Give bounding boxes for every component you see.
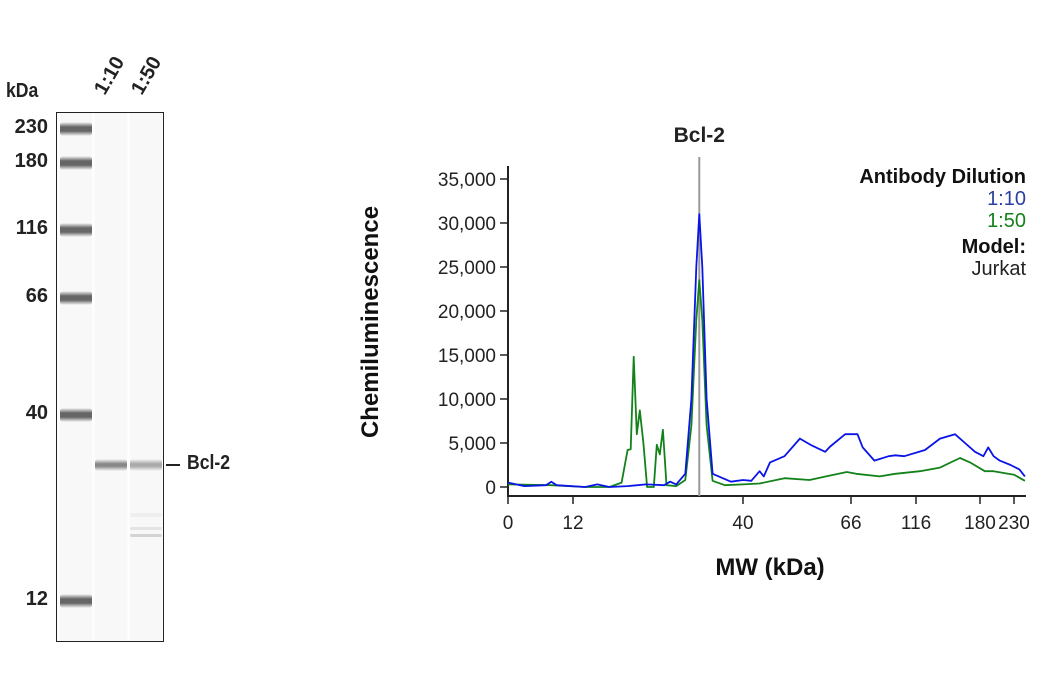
ladder-label-230: 230 xyxy=(14,116,48,138)
x-tick-label: 116 xyxy=(901,513,931,534)
bcl2-pointer-line xyxy=(166,464,180,466)
y-tick-label: 10,000 xyxy=(438,390,496,411)
bcl2-blot-label: Bcl-2 xyxy=(187,452,231,474)
y-tick-label: 15,000 xyxy=(438,346,496,367)
x-tick-label: 12 xyxy=(562,513,583,534)
ladder-band-66 xyxy=(60,291,92,305)
model-label: Model: xyxy=(961,236,1026,258)
ladder-band-12 xyxy=(60,594,92,608)
ladder-label-66: 66 xyxy=(25,285,48,307)
y-tick-label: 0 xyxy=(485,478,496,499)
y-tick-label: 20,000 xyxy=(438,302,496,323)
ladder-lane xyxy=(60,113,92,641)
y-tick-label: 35,000 xyxy=(438,170,496,191)
ladder-label-116: 116 xyxy=(15,217,48,239)
legend-title: Antibody Dilution xyxy=(859,166,1026,188)
series-line-1-10 xyxy=(507,213,1026,488)
ladder-band-230 xyxy=(60,122,92,136)
ladder-label-180: 180 xyxy=(14,150,48,172)
legend-entry-1-50: 1:50 xyxy=(987,210,1026,232)
lane-1-50 xyxy=(130,113,162,641)
y-tick-label: 5,000 xyxy=(448,434,496,455)
ladder-label-12: 12 xyxy=(25,588,48,610)
ladder-band-40 xyxy=(60,408,92,422)
ladder-band-116 xyxy=(60,223,92,237)
y-tick-label: 30,000 xyxy=(438,214,496,235)
y-tick-label: 25,000 xyxy=(438,258,496,279)
ladder-band-180 xyxy=(60,156,92,170)
ladder-label-40: 40 xyxy=(25,402,48,424)
y-axis-label: Chemiluminescence xyxy=(357,206,384,438)
capillary-blot xyxy=(56,112,164,642)
x-axis-label: MW (kDa) xyxy=(715,554,824,581)
legend-entry-1-10: 1:10 xyxy=(987,188,1026,210)
chart-title: Bcl-2 xyxy=(674,124,725,147)
faint-band xyxy=(130,513,162,517)
bcl2-band-1-10 xyxy=(95,459,127,471)
blot-unit-label: kDa xyxy=(6,80,39,102)
lane-1-10 xyxy=(95,113,127,641)
x-tick-label: 66 xyxy=(840,513,861,534)
bcl2-band-1-50 xyxy=(130,459,162,471)
x-tick-label: 230 xyxy=(998,513,1030,534)
faint-band xyxy=(130,534,162,537)
x-tick-label: 0 xyxy=(503,513,514,534)
x-tick-label: 180 xyxy=(964,513,996,534)
model-value: Jurkat xyxy=(971,258,1026,280)
series-line-1-50 xyxy=(507,279,1026,488)
legend: Antibody Dilution 1:10 1:50 Model: Jurka… xyxy=(859,166,1026,280)
x-tick-label: 40 xyxy=(732,513,753,534)
faint-band xyxy=(130,527,162,530)
